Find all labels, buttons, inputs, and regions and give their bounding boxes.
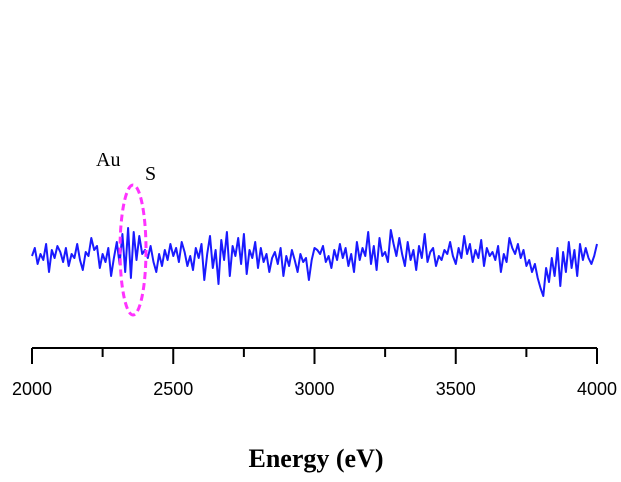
x-tick-label: 2500 [153,379,193,399]
annotation: Au [96,149,120,171]
x-tick-label: 2000 [12,379,52,399]
annotation: S [145,163,156,185]
x-axis-label: Energy (eV) [248,444,383,473]
spectrum-line [31,227,598,297]
x-tick-label: 3500 [436,379,476,399]
x-tick-label: 4000 [577,379,617,399]
highlight-ellipse [118,183,148,317]
x-tick-label: 3000 [294,379,334,399]
